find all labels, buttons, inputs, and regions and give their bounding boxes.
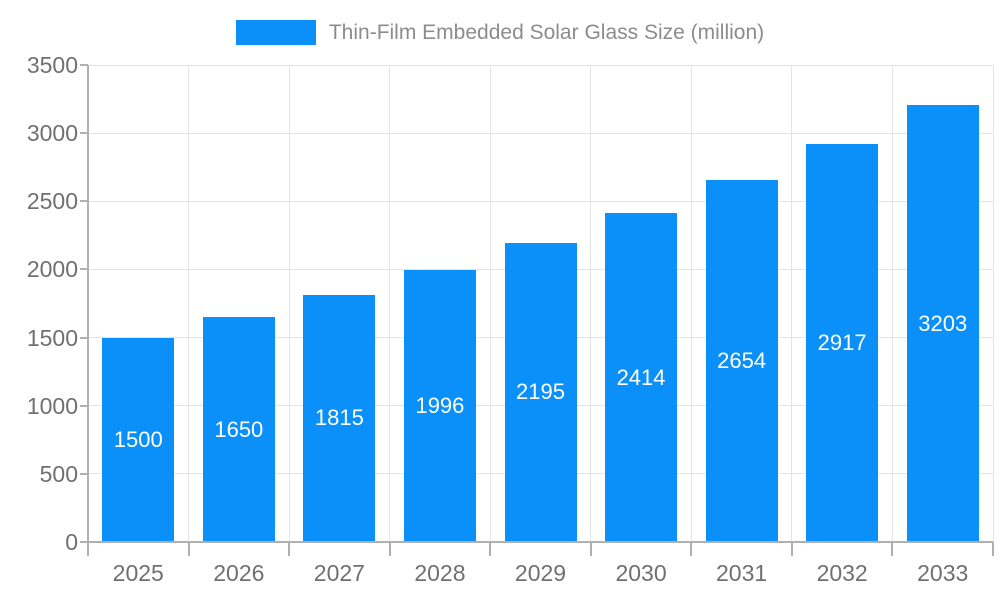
- bar-2030[interactable]: [605, 213, 678, 541]
- x-axis-tick: [891, 542, 894, 556]
- bar-2027[interactable]: [303, 294, 376, 541]
- bar-2026[interactable]: [202, 317, 275, 541]
- y-axis-tick-label: 1500: [26, 324, 78, 351]
- x-axis-tick-label: 2026: [213, 560, 265, 586]
- legend-label: Thin-Film Embedded Solar Glass Size (mil…: [328, 20, 765, 44]
- y-axis-tick: [80, 200, 88, 203]
- y-gridline: [88, 200, 993, 202]
- x-axis-tick: [790, 542, 793, 556]
- y-axis-tick: [80, 404, 88, 407]
- x-axis-tick: [288, 542, 291, 556]
- bar-value-label: 3203: [918, 310, 968, 336]
- bar-value-label: 2414: [616, 364, 666, 390]
- x-axis-tick-label: 2031: [716, 560, 768, 586]
- bar-value-label: 2654: [717, 348, 767, 374]
- y-axis-tick-label: 3000: [26, 120, 78, 147]
- y-axis-tick: [80, 472, 88, 475]
- y-axis-tick-label: 2000: [26, 256, 78, 283]
- bar-value-label: 2917: [817, 330, 867, 356]
- x-axis-tick: [589, 542, 592, 556]
- x-gridline: [188, 65, 190, 542]
- y-axis-tick-label: 500: [39, 460, 78, 487]
- x-axis-tick: [388, 542, 391, 556]
- y-axis-tick: [80, 541, 88, 543]
- x-gridline: [791, 65, 793, 542]
- x-axis-tick-label: 2028: [414, 560, 466, 586]
- legend-item[interactable]: Thin-Film Embedded Solar Glass Size (mil…: [0, 20, 1000, 45]
- y-axis-tick-label: 2500: [26, 188, 78, 215]
- y-gridline: [88, 132, 993, 134]
- y-axis-tick: [80, 64, 88, 66]
- x-axis-tick: [489, 542, 492, 556]
- y-gridline: [88, 64, 993, 66]
- bar-2028[interactable]: [403, 269, 476, 541]
- x-gridline: [288, 65, 290, 542]
- y-axis-tick: [80, 268, 88, 271]
- bar-value-label: 1996: [415, 392, 465, 418]
- x-gridline: [590, 65, 592, 542]
- x-gridline: [389, 65, 391, 542]
- bar-2032[interactable]: [806, 144, 879, 541]
- y-axis-tick: [80, 132, 88, 135]
- y-axis-line: [87, 65, 89, 556]
- bar-2029[interactable]: [504, 242, 577, 541]
- bar-2031[interactable]: [705, 180, 778, 541]
- bar-value-label: 1500: [113, 426, 163, 452]
- x-axis-tick-label: 2025: [112, 560, 164, 586]
- bar-value-label: 2195: [516, 379, 565, 405]
- legend-swatch: [235, 20, 316, 45]
- x-axis-line: [88, 541, 993, 543]
- x-gridline: [992, 65, 994, 542]
- x-axis-tick: [992, 542, 994, 556]
- x-axis-tick-label: 2032: [816, 560, 868, 586]
- x-axis-tick: [187, 542, 190, 556]
- bar-2033[interactable]: [906, 105, 979, 541]
- bar-value-label: 1650: [214, 416, 264, 442]
- bar-2025[interactable]: [102, 337, 175, 541]
- x-axis-tick-label: 2033: [917, 560, 969, 586]
- x-gridline: [489, 65, 491, 542]
- x-axis-tick-label: 2027: [313, 560, 365, 586]
- x-gridline: [690, 65, 692, 542]
- y-axis-tick-label: 0: [65, 529, 78, 555]
- x-axis-tick: [690, 542, 693, 556]
- y-axis-tick-label: 1000: [26, 392, 78, 419]
- x-axis-tick-label: 2029: [514, 560, 567, 586]
- x-axis-tick-label: 2030: [615, 560, 667, 586]
- y-axis-tick-label: 3500: [26, 52, 78, 78]
- y-axis-tick: [80, 336, 88, 339]
- bar-value-label: 1815: [314, 405, 364, 431]
- x-gridline: [891, 65, 893, 542]
